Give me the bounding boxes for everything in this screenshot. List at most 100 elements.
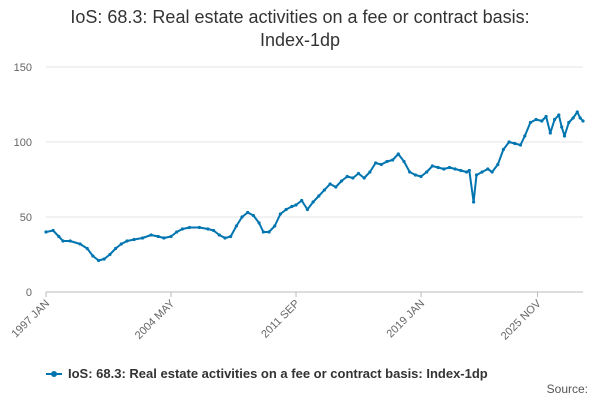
legend[interactable]: IoS: 68.3: Real estate activities on a f… (46, 366, 488, 381)
data-point[interactable] (114, 246, 118, 251)
data-point[interactable] (575, 110, 579, 114)
data-point[interactable] (567, 120, 571, 125)
series-line[interactable] (45, 111, 584, 262)
data-point[interactable] (180, 227, 184, 231)
data-point[interactable] (480, 170, 484, 174)
data-point[interactable] (557, 113, 561, 117)
data-point[interactable] (396, 152, 400, 156)
data-point[interactable] (44, 230, 48, 234)
data-point[interactable] (560, 125, 564, 129)
data-point[interactable] (119, 242, 123, 246)
data-point[interactable] (57, 234, 61, 239)
data-point[interactable] (464, 170, 469, 174)
data-point[interactable] (78, 242, 82, 246)
data-point[interactable] (571, 116, 575, 120)
data-point[interactable] (85, 246, 89, 251)
data-point[interactable] (408, 170, 412, 174)
data-point[interactable] (261, 230, 265, 234)
data-point[interactable] (267, 230, 271, 234)
data-point[interactable] (374, 161, 378, 165)
data-point[interactable] (501, 147, 505, 152)
data-point[interactable] (442, 167, 446, 171)
data-point[interactable] (102, 257, 106, 261)
data-point[interactable] (305, 207, 309, 212)
data-point[interactable] (273, 224, 277, 228)
data-point[interactable] (425, 170, 429, 174)
data-point[interactable] (125, 239, 129, 243)
data-point[interactable] (156, 234, 160, 239)
data-point[interactable] (328, 182, 332, 186)
data-point[interactable] (141, 236, 145, 240)
data-point[interactable] (496, 162, 500, 167)
data-point[interactable] (294, 203, 298, 207)
data-point[interactable] (317, 194, 321, 198)
data-point[interactable] (284, 207, 288, 212)
data-point[interactable] (578, 116, 582, 120)
data-point[interactable] (51, 228, 55, 233)
data-point[interactable] (447, 165, 452, 170)
data-point[interactable] (513, 141, 517, 146)
data-point[interactable] (339, 179, 344, 183)
data-point[interactable] (322, 188, 326, 192)
data-point[interactable] (91, 254, 95, 258)
data-point[interactable] (345, 174, 349, 179)
data-point[interactable] (257, 221, 261, 225)
data-point[interactable] (246, 210, 250, 215)
data-point[interactable] (368, 170, 372, 174)
data-point[interactable] (385, 159, 389, 164)
data-point[interactable] (379, 162, 383, 167)
data-point[interactable] (61, 239, 65, 243)
data-point[interactable] (149, 233, 153, 237)
data-point[interactable] (311, 200, 315, 204)
data-point[interactable] (206, 227, 210, 231)
data-point[interactable] (234, 224, 238, 228)
data-point[interactable] (544, 114, 548, 119)
data-point[interactable] (548, 131, 552, 135)
data-point[interactable] (169, 234, 173, 239)
data-point[interactable] (68, 239, 72, 243)
data-point[interactable] (356, 171, 361, 176)
data-point[interactable] (212, 228, 216, 233)
data-point[interactable] (223, 236, 227, 240)
data-point[interactable] (362, 176, 366, 180)
data-point[interactable] (402, 159, 406, 164)
data-point[interactable] (240, 215, 244, 219)
data-point[interactable] (162, 236, 166, 240)
data-point[interactable] (534, 117, 538, 122)
data-point[interactable] (540, 119, 544, 123)
data-point[interactable] (391, 158, 395, 162)
chart-title-line-2: Index-1dp (259, 30, 341, 50)
data-point[interactable] (474, 173, 479, 177)
data-point[interactable] (132, 237, 136, 242)
data-point[interactable] (251, 213, 255, 218)
data-point[interactable] (528, 120, 533, 125)
data-point[interactable] (436, 165, 440, 170)
data-point[interactable] (97, 258, 101, 263)
data-point[interactable] (217, 233, 221, 237)
data-point[interactable] (581, 119, 585, 123)
data-point[interactable] (486, 167, 490, 171)
data-point[interactable] (507, 140, 511, 144)
data-point[interactable] (175, 230, 179, 234)
data-point[interactable] (278, 212, 282, 216)
data-point[interactable] (229, 234, 233, 239)
data-point[interactable] (300, 198, 304, 203)
data-point[interactable] (523, 134, 527, 138)
data-point[interactable] (490, 170, 494, 174)
data-point[interactable] (197, 225, 201, 230)
data-point[interactable] (108, 252, 112, 257)
data-point[interactable] (518, 143, 523, 147)
data-point[interactable] (553, 117, 557, 122)
data-point[interactable] (562, 134, 567, 138)
data-point[interactable] (459, 168, 463, 173)
data-point[interactable] (467, 168, 471, 173)
data-point[interactable] (413, 173, 417, 177)
data-point[interactable] (453, 167, 457, 171)
data-point[interactable] (430, 164, 434, 168)
data-point[interactable] (472, 200, 476, 204)
data-point[interactable] (334, 185, 338, 189)
data-point[interactable] (419, 174, 423, 179)
data-point[interactable] (351, 176, 355, 180)
data-point[interactable] (187, 225, 192, 230)
data-point[interactable] (290, 204, 294, 209)
